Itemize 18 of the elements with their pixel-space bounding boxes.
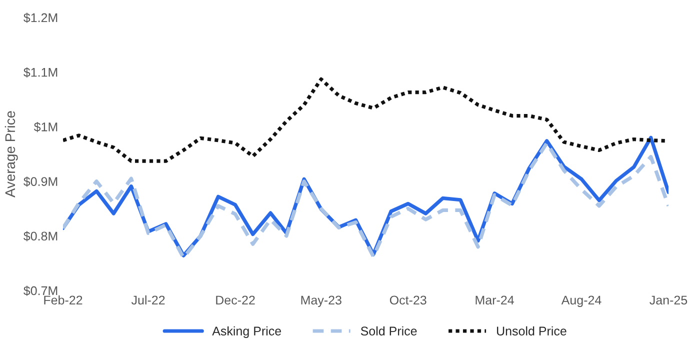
y-tick-label: $0.9M bbox=[24, 176, 58, 187]
x-tick-label: Feb-22 bbox=[44, 295, 82, 305]
legend-label: Sold Price bbox=[360, 326, 417, 336]
x-tick-label: Jan-25 bbox=[650, 296, 688, 305]
y-tick-label: $1.2M bbox=[24, 12, 58, 23]
x-tick-label: Oct-23 bbox=[390, 296, 426, 305]
y-tick-label: $1.1M bbox=[24, 67, 58, 78]
y-axis-title: Average Price bbox=[4, 111, 18, 198]
x-tick-label: Mar-24 bbox=[476, 296, 514, 305]
x-tick-label: Aug-24 bbox=[561, 296, 602, 308]
y-tick-label: $0.8M bbox=[24, 231, 58, 242]
y-tick-label: $0.7M bbox=[24, 286, 58, 296]
x-tick-label: May-23 bbox=[301, 296, 342, 308]
x-tick-label: Dec-22 bbox=[216, 296, 255, 305]
y-tick-label: $1M bbox=[34, 122, 58, 132]
legend-label: Unsold Price bbox=[497, 326, 566, 336]
x-tick-label: Jul-22 bbox=[131, 295, 165, 305]
legend-label: Asking Price bbox=[212, 326, 282, 338]
